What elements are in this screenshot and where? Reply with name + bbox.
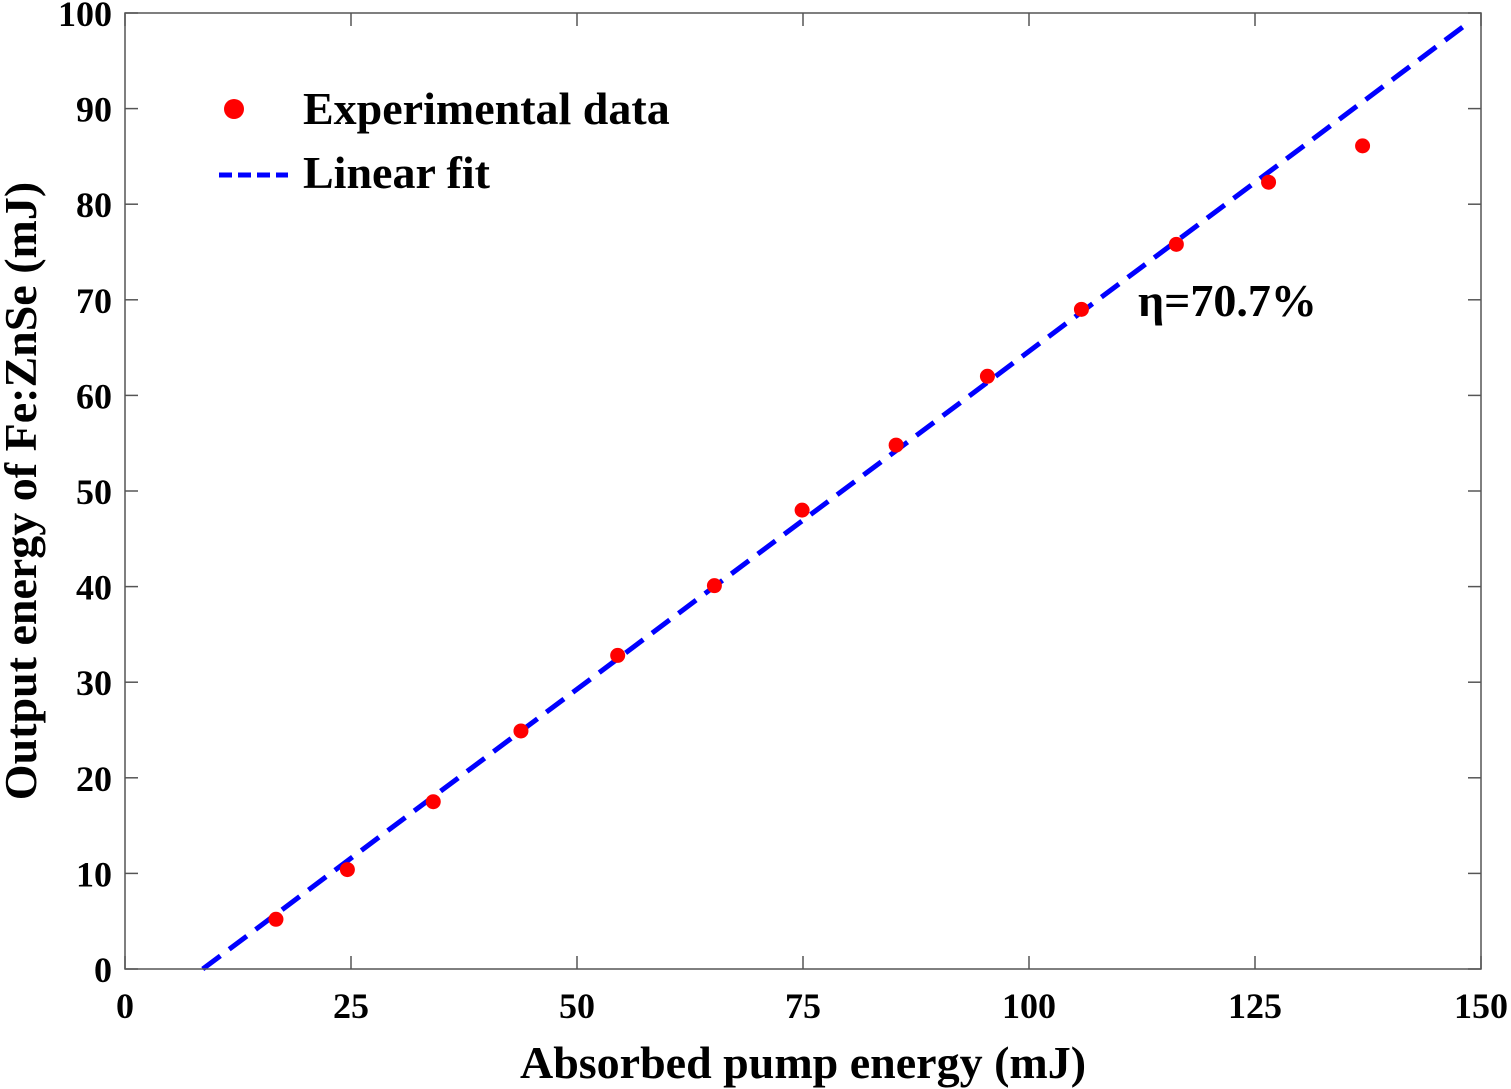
data-point — [268, 911, 284, 927]
legend: Experimental data Linear fit — [219, 83, 670, 198]
data-point — [425, 794, 441, 810]
legend-marker-experimental — [224, 99, 244, 119]
x-tick-label: 125 — [1228, 986, 1282, 1026]
data-point — [513, 723, 529, 739]
y-tick-label: 90 — [76, 90, 112, 130]
y-tick-label: 60 — [76, 376, 112, 416]
data-point — [1073, 301, 1089, 317]
y-axis-label: Output energy of Fe:ZnSe (mJ) — [0, 182, 46, 800]
y-tick-label: 100 — [58, 0, 112, 34]
y-tick-label: 0 — [94, 950, 112, 990]
x-tick-label: 25 — [333, 986, 369, 1026]
y-tick-label: 40 — [76, 568, 112, 608]
y-tick-label: 50 — [76, 472, 112, 512]
data-point — [706, 578, 722, 594]
data-point — [1261, 174, 1277, 190]
efficiency-annotation: η=70.7% — [1138, 275, 1317, 326]
data-point — [610, 647, 626, 663]
y-tick-label: 70 — [76, 281, 112, 321]
x-tick-label: 50 — [559, 986, 595, 1026]
x-tick-label: 75 — [785, 986, 821, 1026]
y-tick-label: 10 — [76, 854, 112, 894]
x-axis-label: Absorbed pump energy (mJ) — [520, 1037, 1086, 1088]
marks — [201, 21, 1469, 972]
data-point — [979, 368, 995, 384]
ticks: 0 25 50 75 100 125 150 0 10 20 30 40 50 60 70 80 90 100 — [58, 0, 1508, 1026]
data-point — [339, 862, 355, 878]
data-point — [794, 502, 810, 518]
legend-label-linear-fit: Linear fit — [303, 147, 491, 198]
data-point — [1168, 236, 1184, 252]
x-tick-label: 0 — [116, 986, 134, 1026]
plot-frame — [124, 12, 1482, 970]
data-point — [1355, 138, 1371, 154]
y-tick-label: 30 — [76, 663, 112, 703]
x-tick-label: 150 — [1454, 986, 1508, 1026]
x-tick-label: 100 — [1002, 986, 1056, 1026]
y-tick-label: 20 — [76, 759, 112, 799]
y-tick-label: 80 — [76, 185, 112, 225]
legend-label-experimental: Experimental data — [303, 83, 670, 134]
data-point — [888, 437, 904, 453]
